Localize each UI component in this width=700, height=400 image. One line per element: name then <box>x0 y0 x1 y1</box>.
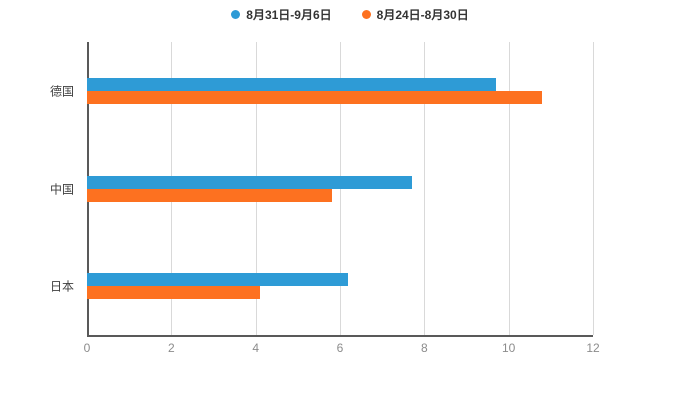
category-label: 德国 <box>49 84 74 99</box>
x-tick-label: 8 <box>420 341 428 355</box>
x-tick-label: 2 <box>167 341 175 355</box>
bar-1-series-1 <box>87 189 332 202</box>
gridline <box>424 42 426 335</box>
legend-item: 8月24日-8月30日 <box>361 6 469 23</box>
legend-label: 8月24日-8月30日 <box>376 8 469 22</box>
gridline <box>593 42 594 335</box>
category-label: 日本 <box>49 279 74 294</box>
x-tick-label: 10 <box>501 341 516 355</box>
bar-2-series-0 <box>87 273 348 286</box>
bar-0-series-1 <box>87 91 542 104</box>
gridline <box>508 42 510 335</box>
plot-area <box>87 42 594 337</box>
x-tick-label: 6 <box>336 341 344 355</box>
bar-0-series-0 <box>87 78 496 91</box>
legend-marker-icon <box>231 10 241 19</box>
legend-marker-icon <box>361 10 371 19</box>
category-label: 中国 <box>49 182 74 197</box>
x-tick-label: 4 <box>252 341 259 355</box>
x-tick-label: 12 <box>586 341 600 355</box>
legend-item: 8月31日-9月6日 <box>231 6 332 23</box>
legend-label: 8月31日-9月6日 <box>246 8 332 22</box>
bar-1-series-0 <box>87 176 412 189</box>
x-tick-label: 0 <box>83 341 91 355</box>
bar-2-series-1 <box>87 286 260 299</box>
y-axis-labels: 德国 中国 日本 <box>0 42 80 335</box>
chart-legend: 8月31日-9月6日 8月24日-8月30日 <box>0 6 700 23</box>
